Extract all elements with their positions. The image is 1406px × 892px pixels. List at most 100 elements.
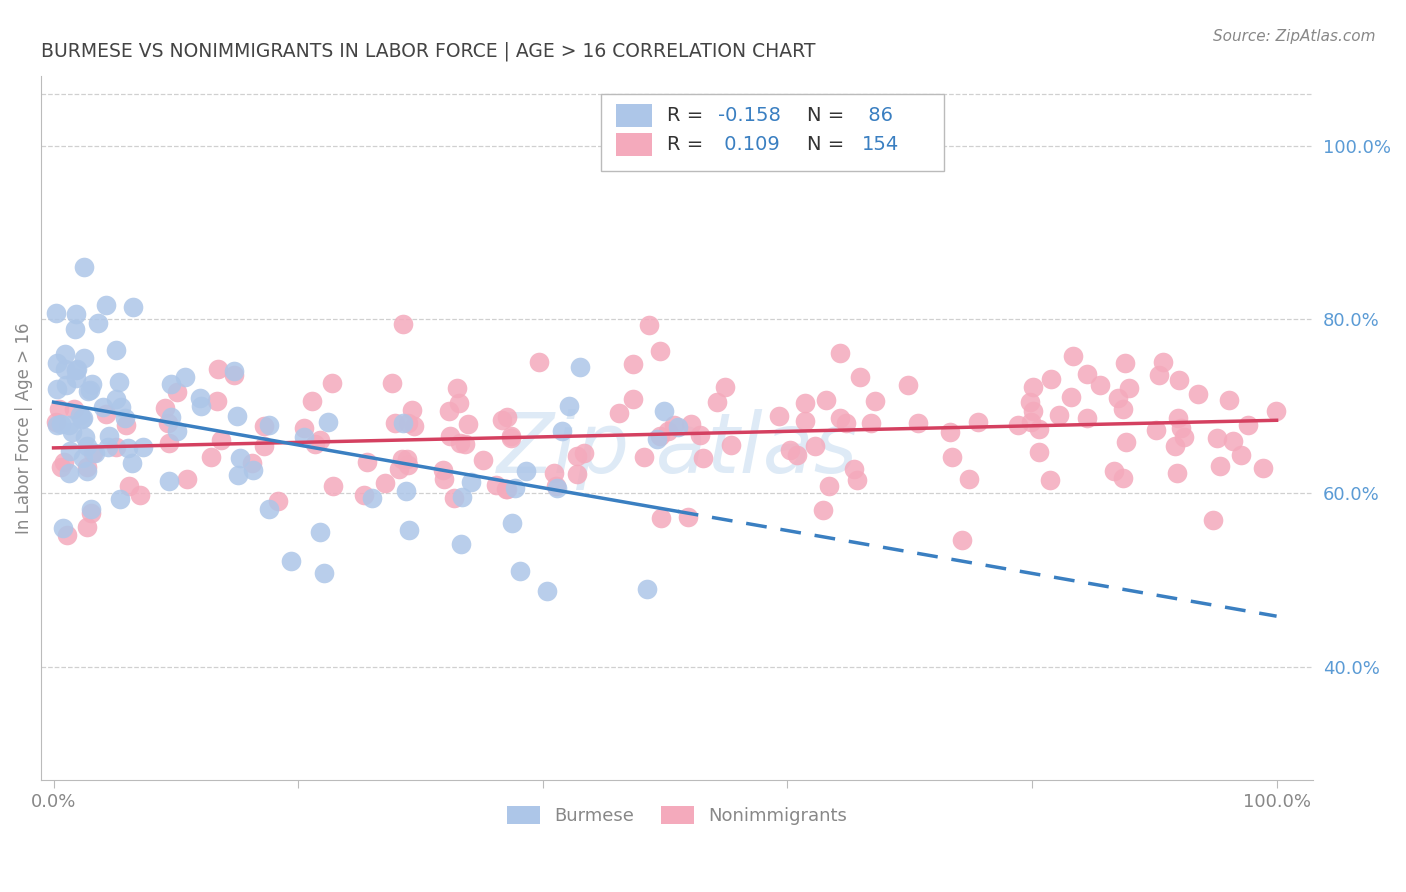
Point <box>60 425 83 440</box>
Point <box>153 401 176 415</box>
Point <box>80 502 103 516</box>
Point <box>1168 373 1191 387</box>
Point <box>105 343 128 357</box>
Point <box>207 361 229 376</box>
Point <box>46 383 69 397</box>
Point <box>72 451 94 466</box>
Point <box>957 472 980 486</box>
Point <box>122 300 145 314</box>
Point <box>98 429 121 443</box>
Point <box>779 442 801 457</box>
Point <box>301 394 323 409</box>
Point <box>939 425 962 439</box>
Point <box>1076 367 1098 381</box>
Point <box>53 362 76 376</box>
Point <box>69 408 91 422</box>
Point <box>108 375 131 389</box>
Point <box>173 369 195 384</box>
Point <box>834 417 856 431</box>
Point <box>1021 404 1043 418</box>
Point <box>950 533 973 547</box>
Point <box>159 474 181 488</box>
Point <box>457 417 479 432</box>
Point <box>794 396 817 410</box>
Text: R =: R = <box>666 135 710 154</box>
Point <box>388 462 411 476</box>
Point <box>636 582 658 596</box>
Point <box>941 450 963 464</box>
Point <box>374 475 396 490</box>
Point <box>650 510 672 524</box>
Point <box>72 411 94 425</box>
Point <box>1007 417 1029 432</box>
Point <box>76 384 98 398</box>
Point <box>1206 431 1229 445</box>
Point <box>321 376 343 390</box>
Point <box>1021 416 1043 430</box>
Point <box>257 501 280 516</box>
Point <box>224 368 246 382</box>
Point <box>472 453 495 467</box>
Point <box>115 417 138 432</box>
Point <box>1152 355 1174 369</box>
Point <box>666 420 689 434</box>
Point <box>84 446 107 460</box>
Point <box>621 357 644 371</box>
Point <box>66 362 89 376</box>
Point <box>53 347 76 361</box>
Text: Source: ZipAtlas.com: Source: ZipAtlas.com <box>1212 29 1375 45</box>
Point <box>447 396 470 410</box>
Point <box>72 260 94 275</box>
Point <box>391 452 413 467</box>
Point <box>1187 386 1209 401</box>
Point <box>384 417 406 431</box>
Point <box>543 466 565 480</box>
Point <box>485 478 508 492</box>
Point <box>454 436 477 450</box>
Point <box>652 404 675 418</box>
Point <box>567 467 589 482</box>
Point <box>94 407 117 421</box>
Point <box>499 429 522 443</box>
Point <box>267 494 290 508</box>
Point <box>786 448 808 462</box>
Text: -0.158: -0.158 <box>718 106 780 125</box>
Point <box>501 431 523 445</box>
Point <box>205 393 228 408</box>
Point <box>1107 391 1129 405</box>
Point <box>75 430 97 444</box>
Text: Zip atlas: Zip atlas <box>496 409 858 490</box>
Text: 0.109: 0.109 <box>718 135 780 154</box>
Point <box>662 417 685 432</box>
Point <box>648 343 671 358</box>
Point <box>94 298 117 312</box>
Point <box>309 434 332 448</box>
Point <box>450 537 472 551</box>
Point <box>45 417 67 432</box>
Text: R =: R = <box>666 106 710 125</box>
Point <box>536 584 558 599</box>
Point <box>496 482 519 496</box>
Point <box>114 411 136 425</box>
Point <box>509 564 531 578</box>
Point <box>76 464 98 478</box>
Point <box>105 440 128 454</box>
Point <box>55 378 77 392</box>
Point <box>679 417 702 432</box>
Point <box>117 441 139 455</box>
Point <box>547 481 569 495</box>
Point <box>1209 459 1232 474</box>
Point <box>1028 445 1050 459</box>
Point <box>491 413 513 427</box>
Point <box>1236 418 1258 433</box>
Y-axis label: In Labor Force | Age > 16: In Labor Force | Age > 16 <box>15 322 32 533</box>
Text: 154: 154 <box>862 135 898 154</box>
Point <box>392 317 415 331</box>
Point <box>1039 473 1062 487</box>
Point <box>257 417 280 432</box>
Point <box>515 463 537 477</box>
Point <box>401 403 423 417</box>
Point <box>229 451 252 466</box>
Point <box>818 478 841 492</box>
Point <box>56 528 79 542</box>
